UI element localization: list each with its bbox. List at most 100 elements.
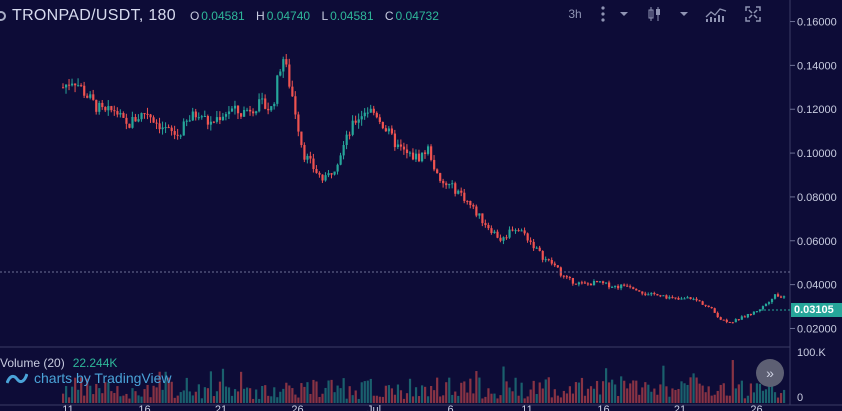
volume-bar: [411, 396, 415, 403]
volume-bar: [608, 382, 611, 403]
volume-axis-max: 100.K: [797, 347, 826, 359]
candle-body: [315, 169, 318, 173]
candle-body: [448, 184, 451, 186]
candlestick-icon[interactable]: [644, 4, 666, 24]
volume-bar: [674, 389, 677, 403]
volume-bar: [134, 391, 137, 403]
volume-bar: [617, 396, 620, 403]
candle-body: [327, 173, 330, 176]
volume-bar: [767, 380, 771, 403]
volume-bar: [288, 385, 291, 403]
candle-body: [586, 283, 590, 285]
volume-bar: [463, 381, 466, 403]
volume-bar: [565, 393, 568, 403]
volume-bar: [110, 391, 113, 403]
candle-body: [372, 108, 375, 113]
candle-body: [239, 113, 243, 117]
candle-body: [194, 111, 197, 118]
more-vert-icon[interactable]: [592, 4, 614, 24]
volume-bar: [342, 378, 345, 403]
volume-bar: [614, 384, 617, 403]
interval-button[interactable]: 3h: [568, 7, 582, 21]
candle-body: [635, 288, 638, 291]
candle-body: [532, 241, 535, 249]
candle-body: [493, 231, 496, 233]
candle-body: [764, 303, 768, 307]
scroll-to-realtime-button[interactable]: »: [756, 359, 784, 387]
volume-bar: [324, 387, 327, 403]
interval-dropdown-caret-icon[interactable]: [613, 4, 635, 24]
candle-body: [589, 283, 593, 286]
volume-bar: [589, 386, 593, 403]
volume-bar: [68, 397, 71, 403]
branding-text: charts by TradingView: [34, 370, 172, 386]
tradingview-branding[interactable]: charts by TradingView: [6, 370, 171, 386]
indicators-icon[interactable]: [703, 4, 729, 24]
candle-body: [354, 120, 357, 123]
candle-body: [568, 277, 571, 279]
candle-body: [77, 85, 80, 87]
candle-body: [746, 313, 749, 318]
candle-body: [215, 117, 219, 122]
chart-type-dropdown-caret-icon[interactable]: [673, 4, 695, 24]
candle-body: [330, 173, 333, 175]
fullscreen-icon[interactable]: [742, 4, 764, 24]
candle-body: [267, 108, 270, 111]
candle-body: [279, 71, 282, 76]
candle-body: [300, 131, 303, 146]
candle-body: [333, 171, 336, 175]
candle-body: [375, 112, 378, 118]
volume-bar: [86, 378, 89, 403]
volume-bar: [638, 394, 641, 403]
volume-bar: [439, 396, 442, 403]
volume-bar: [221, 368, 225, 403]
volume-bar: [143, 389, 146, 403]
volume-bar: [499, 395, 502, 403]
candle-body: [656, 294, 659, 296]
time-tick-label: 11: [62, 404, 73, 411]
volume-bar: [107, 382, 110, 403]
volume-bar: [261, 385, 264, 403]
candle-body: [179, 135, 182, 137]
candle-body: [149, 114, 152, 118]
candle-body: [101, 102, 104, 108]
candle-body: [430, 146, 433, 160]
volume-bar: [427, 396, 430, 403]
time-tick-label: 16: [597, 404, 609, 411]
volume-bar: [369, 378, 372, 403]
volume-bar: [167, 377, 170, 403]
candle-body: [119, 113, 122, 115]
candle-body: [324, 175, 327, 181]
volume-bar: [547, 377, 550, 403]
candle-body: [155, 122, 158, 124]
volume-bar: [155, 387, 158, 403]
candle-body: [218, 117, 222, 121]
candle-body: [692, 298, 695, 300]
candle-body: [209, 121, 213, 125]
volume-bar: [393, 394, 397, 403]
volume-bar: [466, 392, 469, 403]
volume-bar: [336, 385, 339, 403]
close-key: C: [384, 9, 394, 23]
symbol-label[interactable]: TRONPAD/USDT, 180: [12, 7, 176, 24]
volume-bar: [472, 393, 475, 403]
current-price-tag: 0.03105: [791, 303, 842, 317]
volume-bar: [629, 383, 632, 403]
volume-bar: [686, 384, 689, 403]
candle-body: [185, 120, 188, 122]
candle-body: [517, 230, 520, 232]
chart-legend: TRONPAD/USDT, 180 O 0.04581 H 0.04740 L 0.0…: [0, 6, 439, 26]
candle-body: [451, 183, 454, 185]
candle-body: [399, 144, 403, 147]
candle-body: [565, 276, 568, 278]
volume-bar: [161, 389, 164, 403]
volume-bar: [755, 383, 759, 403]
candle-body: [366, 112, 369, 114]
candle-body: [80, 85, 83, 87]
ohlc-values: O 0.04581 H 0.04740 L 0.04581 C 0.04732: [182, 9, 439, 23]
time-tick-label: 21: [215, 404, 227, 411]
volume-bar: [659, 384, 662, 403]
volume-bar: [562, 390, 565, 403]
candle-body: [224, 114, 228, 117]
